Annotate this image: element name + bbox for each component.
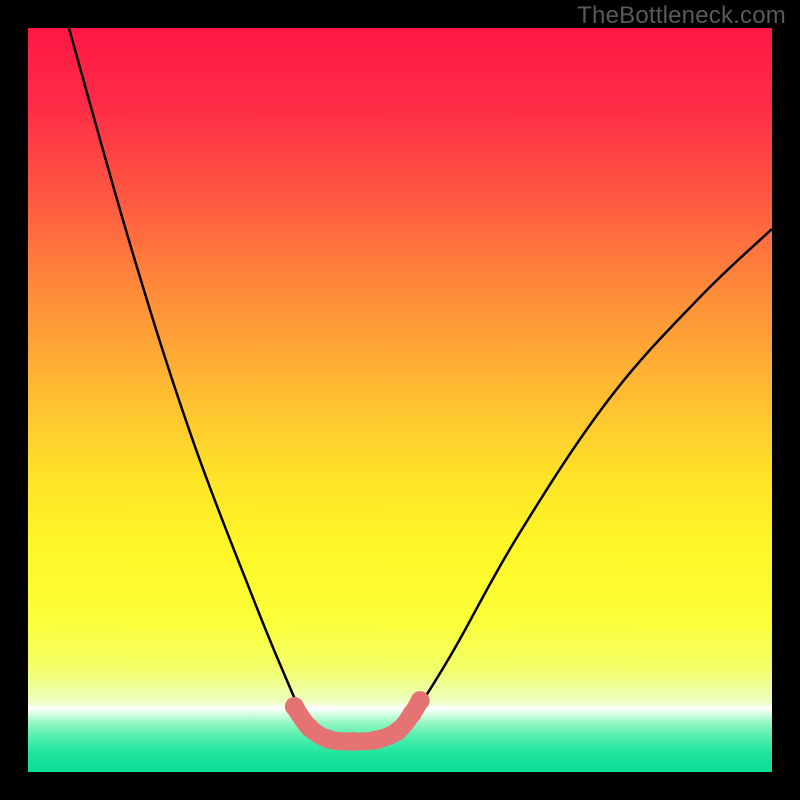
accent-dot — [319, 730, 338, 749]
watermark-text: TheBottleneck.com — [577, 2, 786, 30]
plot-background — [28, 28, 772, 772]
accent-dot — [285, 697, 304, 716]
accent-dot — [343, 732, 362, 751]
accent-dot — [300, 718, 319, 737]
accent-dot — [388, 722, 407, 741]
accent-dot — [411, 691, 430, 710]
bottleneck-chart — [0, 0, 800, 800]
chart-container: TheBottleneck.com — [0, 0, 800, 800]
accent-dot — [367, 731, 386, 750]
